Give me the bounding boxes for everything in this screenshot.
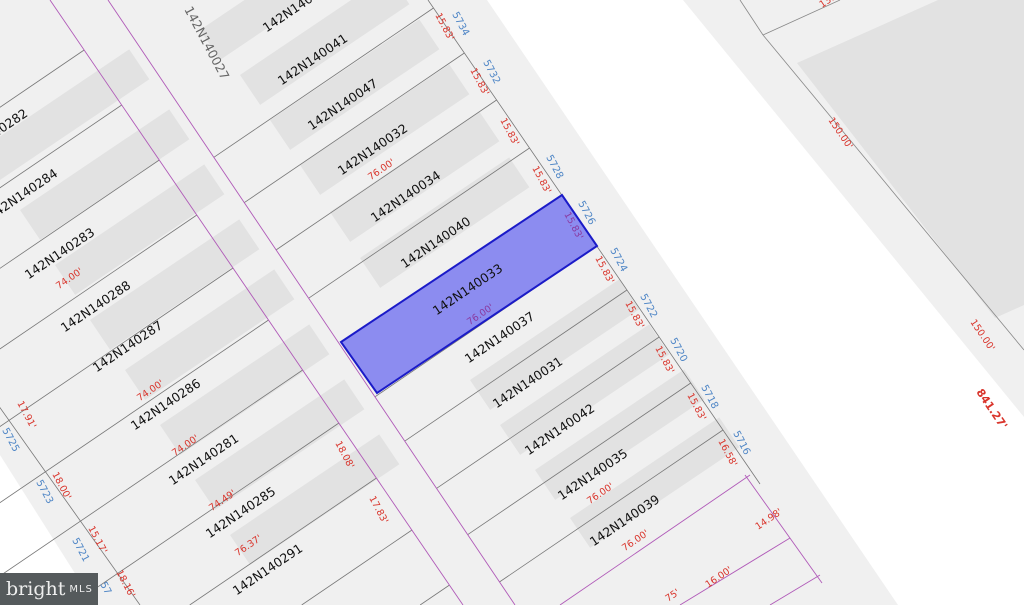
building-footprint (470, 279, 640, 410)
building-footprint (55, 164, 225, 295)
lot-line (0, 319, 269, 504)
lot-line (0, 49, 85, 108)
lot-line (0, 214, 198, 350)
road-area (487, 0, 1024, 605)
building-footprint (360, 157, 530, 288)
lot-line (0, 267, 234, 427)
lot-line (0, 159, 160, 269)
building-footprint (535, 369, 705, 500)
street-line (744, 474, 823, 584)
rear-dimension: 17.83' (366, 494, 390, 525)
lot-line (244, 52, 465, 203)
lot-line (404, 289, 628, 442)
depth-dimension: 76.00' (620, 528, 651, 554)
lot-line (739, 0, 764, 36)
street-line (769, 574, 821, 605)
lot-line (499, 429, 724, 583)
lot-line (436, 336, 660, 489)
lot-line (189, 477, 377, 605)
lot-line (762, 0, 841, 36)
lot-line (762, 34, 1024, 351)
building-footprint (194, 379, 365, 510)
lot-dimension: 150.00' (968, 318, 997, 354)
lot-dimension: 16.00' (704, 565, 735, 591)
lot-line (467, 382, 691, 535)
street-line (107, 0, 516, 605)
building-footprint (124, 269, 295, 400)
street-line (679, 537, 791, 605)
building-footprint (570, 417, 740, 548)
building-footprint (159, 324, 330, 455)
lot-line (275, 99, 497, 251)
lot-dimension: 139.' (818, 0, 844, 10)
building-footprint (229, 434, 400, 565)
frontage-dimension: 15.17' (85, 524, 109, 555)
logo-suffix: MLS (69, 583, 93, 595)
bright-mls-logo: bright MLS (0, 573, 98, 605)
selected-parcel[interactable] (339, 193, 599, 395)
building-footprint (330, 111, 500, 242)
building-footprint (240, 0, 410, 105)
lot-line (419, 584, 450, 605)
building-footprint (0, 49, 150, 180)
frontage-dimension: 15.83' (497, 116, 521, 147)
lot-dimension: 14.98' (754, 507, 785, 533)
building-footprint (270, 19, 440, 150)
frontage-dimension: 17.91' (14, 399, 38, 430)
lot-line (308, 147, 530, 299)
building-footprint (89, 219, 260, 350)
lot-line (0, 406, 141, 605)
building-footprint (200, 0, 370, 60)
address-number: 5721 (69, 536, 91, 564)
lot-dimension: 75' (664, 587, 682, 604)
street-line (49, 0, 464, 605)
lot-line (213, 7, 434, 158)
building-footprint (300, 64, 470, 195)
lot-line (0, 104, 122, 189)
logo-brand: bright (6, 578, 66, 600)
building-footprint (500, 324, 670, 455)
building (797, 0, 1024, 318)
lot-line (301, 529, 413, 605)
lot-line (0, 369, 303, 577)
lot-line (71, 422, 340, 605)
address-number: 5725 (0, 426, 21, 454)
frontage-dimension: 18.16' (113, 568, 137, 599)
street-line (559, 474, 751, 605)
address-number: 5723 (33, 478, 55, 506)
address-number: 57 (97, 580, 113, 596)
road-area-left (0, 455, 95, 605)
